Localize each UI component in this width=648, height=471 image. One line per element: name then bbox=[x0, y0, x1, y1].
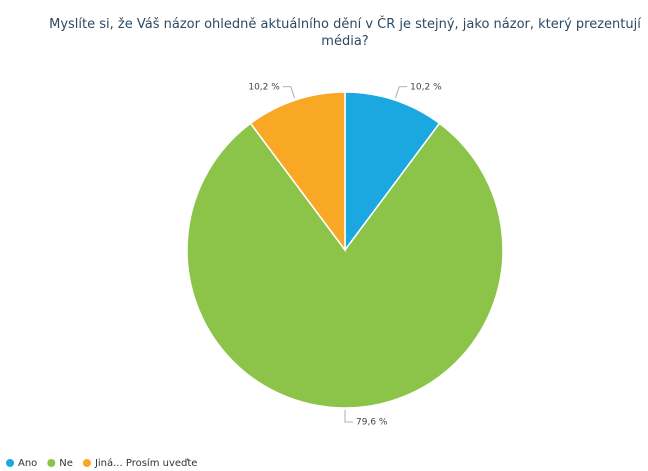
data-label: 10,2 % bbox=[248, 82, 280, 92]
chart-title: Myslíte si, že Váš názor ohledně aktuáln… bbox=[49, 17, 641, 49]
leader-line bbox=[344, 410, 353, 423]
data-label: 79,6 % bbox=[356, 418, 388, 428]
leader-line bbox=[282, 86, 295, 99]
pie-slice bbox=[249, 91, 346, 253]
legend-label: Ne bbox=[59, 458, 73, 469]
legend-swatch bbox=[82, 459, 91, 467]
legend-swatch bbox=[6, 459, 14, 467]
legend-swatch bbox=[47, 459, 56, 467]
legend-label: Ano bbox=[18, 458, 37, 469]
pie-slice bbox=[186, 122, 504, 409]
leader-line bbox=[395, 86, 408, 99]
legend-label: Jiná... Prosím uveďte bbox=[94, 457, 198, 469]
data-label: 10,2 % bbox=[410, 82, 442, 92]
pie-slice bbox=[344, 91, 441, 253]
